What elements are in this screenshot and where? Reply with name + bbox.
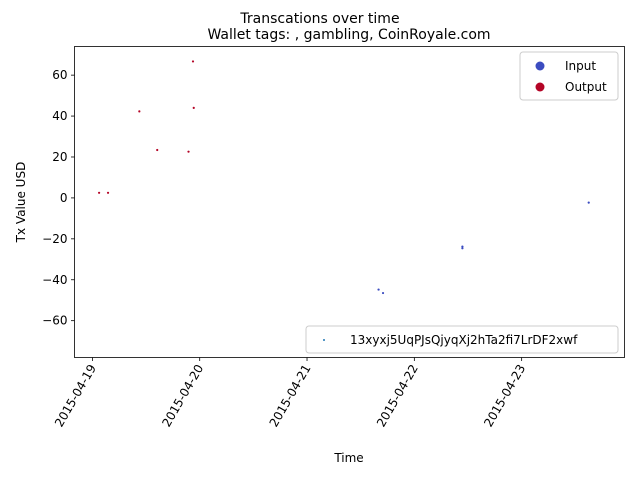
y-tick-label: 60 <box>52 68 67 82</box>
chart-suptitle: Transcations over time <box>239 11 399 27</box>
legend-label-input: Input <box>565 59 596 73</box>
color-legend: Input Output <box>519 51 619 101</box>
data-point-input <box>381 291 385 295</box>
data-point-output <box>138 110 141 113</box>
y-tick-label: −20 <box>42 232 67 246</box>
data-point-output <box>156 148 159 152</box>
y-tick-label: 20 <box>52 150 67 164</box>
x-axis-label: Time <box>333 451 363 465</box>
legend-marker-output <box>535 82 545 92</box>
legend-marker-input <box>535 61 545 71</box>
legend-label-wallet: 13xyxj5UqPJsQjyqXj2hTa2fi7LrDF2xwf <box>350 333 578 347</box>
legend-label-output: Output <box>565 80 607 94</box>
data-point-output <box>187 150 190 153</box>
data-point-output <box>97 191 101 194</box>
color-legend-box <box>519 51 619 101</box>
data-point-output <box>106 191 110 194</box>
data-point-input <box>377 288 380 291</box>
y-tick-label: 40 <box>52 109 67 123</box>
y-tick-label: −60 <box>42 314 67 328</box>
legend-marker-wallet <box>323 339 325 341</box>
wallet-legend: 13xyxj5UqPJsQjyqXj2hTa2fi7LrDF2xwf <box>305 325 619 354</box>
data-point-output <box>192 106 195 109</box>
wallet-legend-box <box>305 325 619 354</box>
y-tick-label: 0 <box>60 191 68 205</box>
y-tick-label: −40 <box>42 273 67 287</box>
data-point-output <box>191 60 195 63</box>
data-point-input <box>587 201 590 204</box>
chart-title: Wallet tags: , gambling, CoinRoyale.com <box>207 27 490 43</box>
y-axis: −60 −40 −20 0 20 40 60 <box>42 68 75 328</box>
data-point-input <box>461 245 464 248</box>
data-point-input <box>461 247 464 250</box>
y-axis-label: Tx Value USD <box>14 162 28 244</box>
data-points <box>97 60 590 295</box>
